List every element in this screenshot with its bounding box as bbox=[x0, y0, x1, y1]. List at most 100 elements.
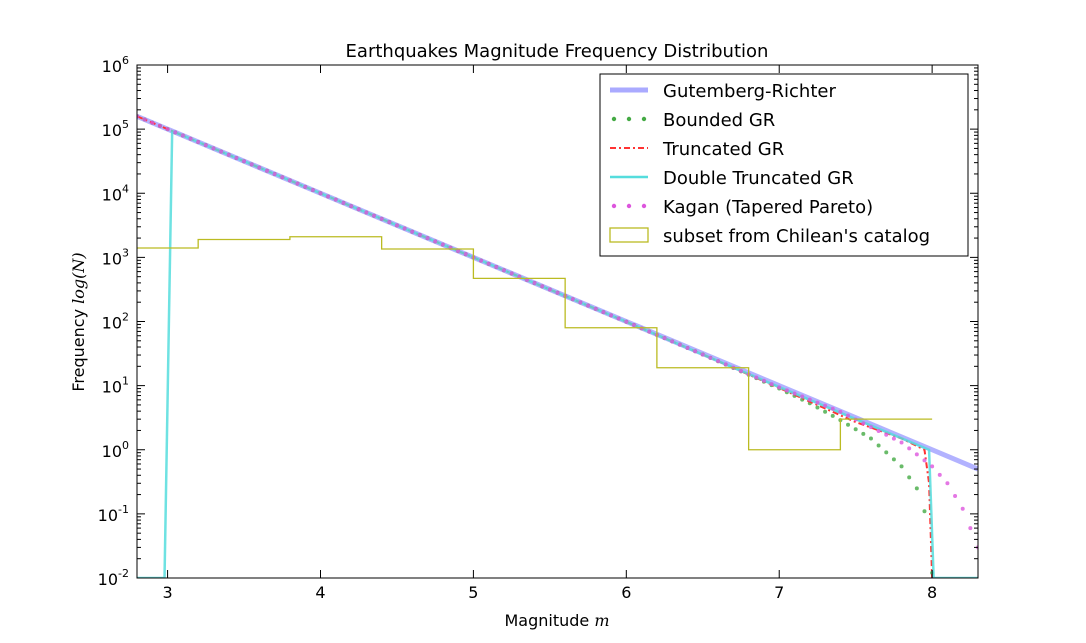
series-point bbox=[578, 300, 583, 305]
series-point bbox=[937, 472, 942, 477]
series-point bbox=[501, 268, 506, 273]
series-point bbox=[930, 464, 935, 469]
y-tick-label-exponent: 5 bbox=[122, 118, 129, 131]
series-point bbox=[922, 509, 927, 514]
series-point bbox=[180, 133, 185, 138]
legend-label: Bounded GR bbox=[663, 110, 775, 131]
series-point bbox=[914, 486, 919, 491]
y-tick-label: 103 bbox=[102, 246, 129, 268]
series-point bbox=[624, 319, 629, 324]
series-point bbox=[387, 220, 392, 225]
series-point bbox=[899, 440, 904, 445]
series-point bbox=[242, 159, 247, 164]
x-axis: 3 4 5 6 7 8 bbox=[162, 65, 937, 602]
series-point bbox=[815, 405, 820, 410]
series-point bbox=[716, 359, 721, 364]
series-point bbox=[884, 432, 889, 437]
series-point bbox=[876, 443, 881, 448]
legend-label: Gutemberg-Richter bbox=[663, 81, 836, 102]
series-point bbox=[333, 197, 338, 202]
series-point bbox=[219, 149, 224, 154]
x-tick-label: 5 bbox=[468, 583, 478, 602]
series-point bbox=[364, 210, 369, 215]
legend-swatch bbox=[641, 116, 647, 122]
series-point bbox=[540, 284, 545, 289]
x-tick-label: 7 bbox=[774, 583, 784, 602]
series-point bbox=[593, 306, 598, 311]
series-point bbox=[486, 261, 491, 266]
series-point bbox=[372, 213, 377, 218]
y-tick-label: 10-2 bbox=[98, 567, 129, 589]
series-point bbox=[960, 506, 965, 511]
series-point bbox=[853, 427, 858, 432]
series-point bbox=[677, 342, 682, 347]
series-point bbox=[234, 155, 239, 160]
series-point bbox=[425, 236, 430, 241]
series-point bbox=[196, 139, 201, 144]
legend-label: Kagan (Tapered Pareto) bbox=[663, 197, 873, 218]
series-point bbox=[142, 117, 147, 122]
series-point bbox=[830, 413, 835, 418]
series-point bbox=[479, 258, 484, 263]
y-tick-label-exponent: 2 bbox=[122, 311, 129, 324]
series-point bbox=[868, 436, 873, 441]
series-point bbox=[738, 368, 743, 373]
x-tick-label: 3 bbox=[162, 583, 172, 602]
x-tick-label: 4 bbox=[315, 583, 325, 602]
series-point bbox=[609, 313, 614, 318]
y-tick-label-base: 10 bbox=[98, 506, 118, 525]
series-point bbox=[861, 431, 866, 436]
series-point bbox=[226, 152, 231, 157]
series-point bbox=[907, 446, 912, 451]
y-tick-label: 106 bbox=[102, 54, 129, 76]
y-axis-label-math: log(N) bbox=[69, 252, 88, 303]
series-point bbox=[356, 207, 361, 212]
y-tick-label-base: 10 bbox=[102, 249, 122, 268]
y-tick-label-base: 10 bbox=[98, 570, 118, 589]
series-point bbox=[631, 323, 636, 328]
y-tick-label-base: 10 bbox=[102, 121, 122, 140]
series-point bbox=[662, 336, 667, 341]
series-point bbox=[792, 391, 797, 396]
series-layer bbox=[137, 113, 978, 578]
series-point bbox=[922, 458, 927, 463]
legend-swatch bbox=[626, 116, 632, 122]
series-point bbox=[884, 450, 889, 455]
x-tick-label: 6 bbox=[621, 583, 631, 602]
series-point bbox=[815, 400, 820, 405]
x-tick-label: 8 bbox=[927, 583, 937, 602]
series-point bbox=[379, 216, 384, 221]
series-point bbox=[769, 382, 774, 387]
series-point bbox=[394, 223, 399, 228]
y-tick-label-exponent: 6 bbox=[122, 54, 129, 67]
series-point bbox=[761, 378, 766, 383]
series-point bbox=[456, 248, 461, 253]
series-point bbox=[203, 143, 208, 148]
series-point bbox=[257, 165, 262, 170]
series-point bbox=[272, 172, 277, 177]
legend-label: subset from Chilean's catalog bbox=[663, 226, 930, 247]
y-tick-label: 10-1 bbox=[98, 503, 129, 525]
series-point bbox=[463, 252, 468, 257]
series-point bbox=[165, 127, 170, 132]
legend-box bbox=[599, 73, 969, 257]
series-point bbox=[586, 303, 591, 308]
series-point bbox=[876, 428, 881, 433]
y-tick-label-exponent: 1 bbox=[122, 375, 129, 388]
legend-swatch bbox=[611, 203, 617, 209]
legend-swatch bbox=[641, 203, 647, 209]
series-point bbox=[417, 232, 422, 237]
series-point bbox=[891, 436, 896, 441]
series-point bbox=[647, 329, 652, 334]
series-point bbox=[868, 425, 873, 430]
chart-title: Earthquakes Magnitude Frequency Distribu… bbox=[346, 41, 769, 62]
series-point bbox=[784, 388, 789, 393]
series-point bbox=[264, 168, 269, 173]
series-subset-from-chilean-s-catalog bbox=[137, 236, 933, 451]
y-tick-label-base: 10 bbox=[102, 442, 122, 461]
series-point bbox=[846, 422, 851, 427]
series-point bbox=[287, 178, 292, 183]
legend-label: Truncated GR bbox=[662, 139, 784, 160]
series-point bbox=[341, 200, 346, 205]
legend-item: subset from Chilean's catalog bbox=[609, 226, 930, 247]
